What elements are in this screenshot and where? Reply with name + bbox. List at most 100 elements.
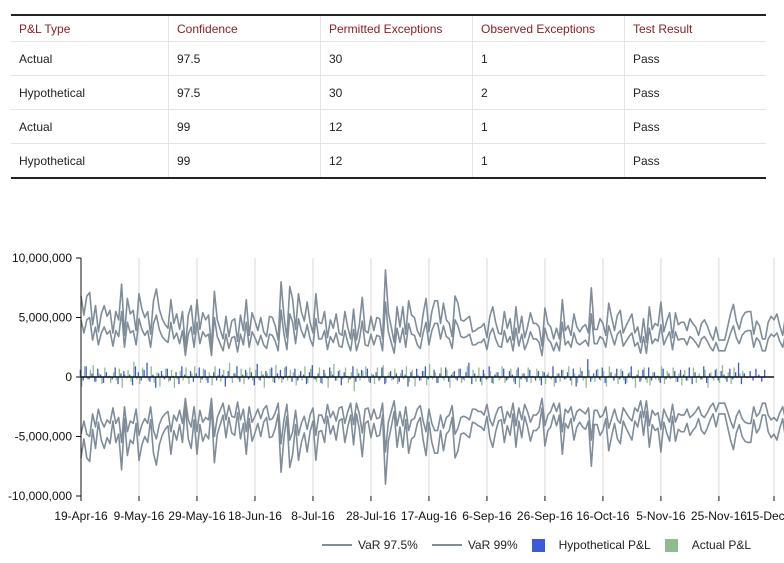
hypothetical-pl-bar (79, 369, 81, 377)
legend-item-var-97-5[interactable]: VaR 97.5% (322, 538, 418, 552)
hypothetical-pl-bar (526, 377, 528, 382)
cell-permitted-exceptions: 12 (320, 109, 473, 144)
hypothetical-pl-bar (494, 374, 496, 377)
hypothetical-pl-bar (543, 372, 545, 377)
hypothetical-pl-bar (462, 377, 464, 380)
actual-pl-bar (681, 377, 683, 386)
hypothetical-pl-bar (436, 377, 438, 383)
actual-pl-bar (121, 377, 123, 388)
hypothetical-pl-bar (94, 377, 96, 382)
hypothetical-pl-bar (682, 374, 685, 377)
hypothetical-pl-bar (546, 374, 548, 377)
hypothetical-pl-bar (401, 369, 403, 377)
actual-pl-bar (289, 369, 292, 377)
actual-pl-bar (324, 373, 326, 377)
hypothetical-pl-bar (471, 377, 473, 385)
hypothetical-pl-bar (511, 374, 514, 377)
column-header-pl-type[interactable]: P&L Type (11, 15, 169, 42)
cell-pl-type: Actual (11, 109, 169, 144)
actual-pl-bar (518, 377, 521, 388)
hypothetical-pl-bar (91, 373, 93, 377)
hypothetical-pl-bar (189, 371, 192, 377)
hypothetical-pl-bar (592, 373, 595, 377)
hypothetical-pl-bar (439, 373, 441, 377)
hypothetical-pl-bar (485, 377, 487, 380)
hypothetical-pl-bar (207, 377, 209, 383)
hypothetical-pl-bar (497, 372, 499, 377)
hypothetical-pl-bar (149, 377, 151, 382)
column-header-confidence[interactable]: Confidence (168, 15, 321, 42)
hypothetical-pl-bar (392, 377, 395, 380)
hypothetical-pl-bar (99, 374, 102, 377)
actual-pl-bar (188, 377, 190, 385)
table-row[interactable]: Hypothetical 97.5 30 2 Pass (11, 75, 766, 110)
actual-pl-bar (115, 377, 118, 381)
cell-confidence: 99 (168, 143, 321, 179)
actual-pl-bar (272, 377, 274, 382)
hypothetical-pl-bar (659, 377, 661, 383)
actual-pl-bar (504, 377, 506, 383)
hypothetical-pl-bar (752, 377, 754, 381)
actual-pl-bar (707, 377, 709, 388)
actual-pl-bar (257, 377, 260, 380)
actual-pl-bar (698, 373, 700, 377)
cell-permitted-exceptions: 30 (320, 41, 473, 76)
hypothetical-pl-bar (334, 377, 337, 381)
column-header-permitted-exceptions[interactable]: Permitted Exceptions (320, 15, 473, 42)
actual-pl-bar (489, 371, 492, 377)
actual-pl-bar (376, 367, 379, 377)
hypothetical-pl-bar (743, 373, 746, 377)
actual-pl-bar (411, 369, 413, 377)
x-tick-label: 9-May-16 (114, 509, 165, 523)
actual-pl-bar (466, 366, 468, 377)
legend-box-swatch-actual (664, 538, 678, 552)
actual-pl-bar (484, 373, 486, 377)
actual-pl-bar (211, 377, 213, 386)
legend-item-var-99[interactable]: VaR 99% (431, 538, 518, 552)
actual-pl-bar (260, 371, 263, 377)
actual-pl-bar (153, 377, 155, 383)
hypothetical-pl-bar (694, 372, 696, 377)
hypothetical-pl-bar (331, 374, 334, 377)
actual-pl-bar (486, 377, 489, 380)
hypothetical-pl-bar (758, 374, 760, 377)
column-header-test-result[interactable]: Test Result (624, 15, 766, 42)
actual-pl-bar (576, 377, 579, 383)
actual-pl-bar (443, 377, 445, 381)
table-row[interactable]: Actual 97.5 30 1 Pass (11, 41, 766, 76)
legend-item-actual-pl[interactable]: Actual P&L (664, 538, 751, 552)
hypothetical-pl-bar (271, 367, 273, 377)
hypothetical-pl-bar (195, 373, 197, 377)
hypothetical-pl-bar (453, 371, 456, 377)
table-row[interactable]: Hypothetical 99 12 1 Pass (11, 143, 766, 179)
hypothetical-pl-bar (395, 373, 398, 377)
actual-pl-bar (370, 373, 373, 377)
actual-pl-bar (286, 377, 289, 381)
hypothetical-pl-bar (358, 373, 360, 377)
actual-pl-bar (634, 377, 637, 388)
hypothetical-pl-bar (102, 377, 105, 383)
column-header-observed-exceptions[interactable]: Observed Exceptions (472, 15, 625, 42)
hypothetical-pl-bar (427, 377, 429, 380)
hypothetical-pl-bar (166, 368, 168, 377)
hypothetical-pl-bar (157, 373, 160, 377)
table-header-row: P&L Type Confidence Permitted Exceptions… (11, 15, 766, 42)
hypothetical-pl-bar (305, 377, 308, 385)
legend-item-hypothetical-pl[interactable]: Hypothetical P&L (531, 538, 651, 552)
actual-pl-bar (542, 371, 544, 377)
cell-test-result: Pass (624, 143, 766, 179)
upper-var-99-line (80, 269, 784, 349)
hypothetical-pl-bar (120, 373, 122, 377)
actual-pl-bar (521, 373, 524, 377)
legend-label: VaR 99% (467, 538, 518, 552)
table-row[interactable]: Actual 99 12 1 Pass (11, 109, 766, 144)
hypothetical-pl-bar (265, 371, 267, 377)
hypothetical-pl-bar (285, 366, 287, 377)
hypothetical-pl-bar (297, 377, 299, 381)
actual-pl-bar (440, 367, 442, 377)
hypothetical-pl-bar (761, 377, 763, 382)
legend-label: VaR 97.5% (358, 538, 418, 552)
cell-confidence: 97.5 (168, 75, 321, 110)
actual-pl-bar (655, 377, 657, 380)
actual-pl-bar (614, 373, 616, 377)
